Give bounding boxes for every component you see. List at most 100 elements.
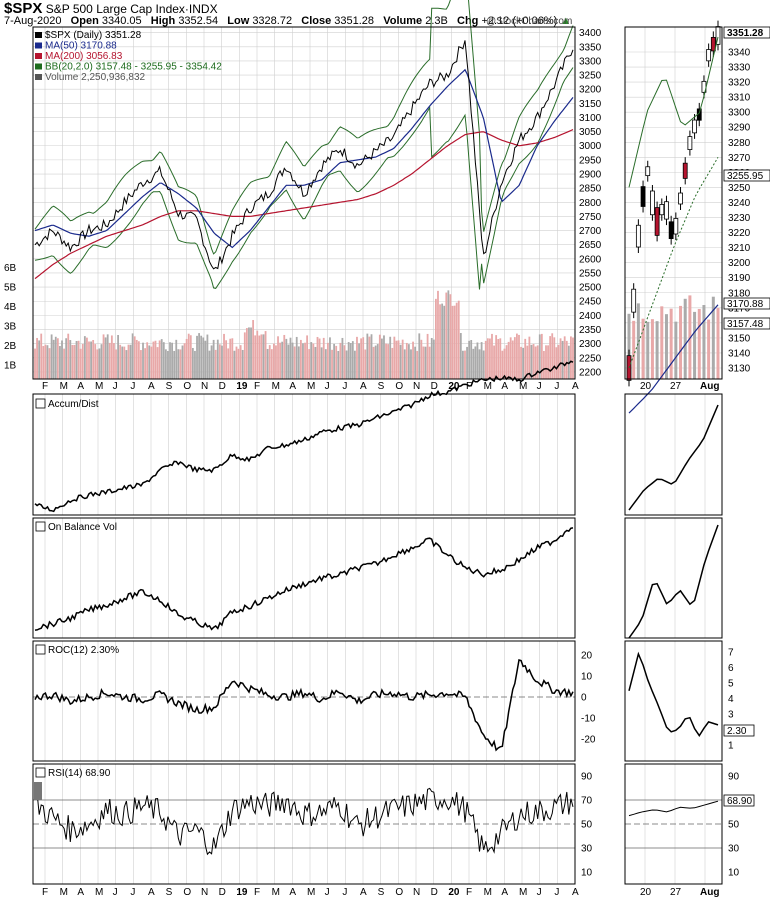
zoom-price-tick-label: 3180 — [728, 288, 751, 299]
rsi-overbought-marker — [34, 782, 42, 800]
panel-settings-icon — [35, 767, 46, 778]
x-axis-month-label: D — [431, 887, 438, 898]
x-axis-month-label: A — [572, 887, 579, 898]
x-axis-month-label: A — [289, 381, 296, 392]
volume-bar — [380, 338, 383, 379]
panel-frame — [32, 517, 576, 639]
price-tick-label: 2250 — [579, 353, 602, 364]
volume-bar — [302, 343, 304, 379]
price-badge — [723, 317, 770, 330]
volume-bar — [356, 336, 358, 379]
volume-bar — [69, 340, 72, 379]
volume-bar — [223, 333, 225, 379]
volume-bar — [71, 344, 74, 379]
zoom-volume-bar — [683, 298, 687, 379]
price-tick-label: 2650 — [579, 240, 602, 251]
x-axis-month-label: M — [519, 887, 527, 898]
legend-swatch — [35, 74, 42, 80]
volume-bar — [322, 337, 325, 379]
change-value: +2.12 (+0.06%) — [481, 15, 558, 27]
volume-bar — [420, 339, 423, 379]
volume-bar — [231, 338, 234, 379]
x-axis-month-label: S — [378, 887, 385, 898]
volume-bar — [516, 333, 518, 379]
volume-bar — [486, 338, 489, 379]
zoom-candle — [706, 49, 712, 62]
volume-bar — [551, 333, 554, 379]
zoom-volume-bar — [632, 320, 636, 379]
zoom-candle — [710, 37, 716, 52]
volume-bar — [117, 335, 119, 379]
volume-bar — [451, 305, 454, 379]
volume-bar — [364, 349, 367, 379]
volume-bar — [491, 333, 493, 379]
zoom-bb-upper — [628, 36, 719, 188]
roc-line — [34, 659, 574, 752]
volume-bar — [538, 334, 541, 379]
zoom-roc-tick-label: 6 — [728, 663, 734, 674]
volume-bar — [572, 337, 574, 379]
volume-bar — [370, 334, 373, 379]
rsi-label: RSI(14) 68.90 — [48, 768, 111, 779]
x-axis-month-label: S — [378, 381, 385, 392]
chart-title: $SPX S&P 500 Large Cap Index·INDX — [4, 0, 218, 17]
price-tick-label: 2700 — [579, 226, 602, 237]
x-axis-month-label: 20 — [448, 887, 460, 898]
volume-bar — [233, 350, 236, 379]
volume-bar — [528, 336, 531, 379]
volume-bar — [432, 339, 435, 379]
volume-bar — [179, 349, 182, 379]
volume-bar — [54, 336, 57, 379]
volume-bar — [374, 345, 377, 379]
volume-bar — [270, 349, 273, 379]
volume-bar — [401, 339, 404, 379]
volume-bar — [283, 334, 286, 379]
volume-bar — [391, 347, 394, 379]
volume-bar — [268, 345, 271, 379]
volume-bar — [210, 345, 213, 379]
volume-bar — [360, 338, 363, 379]
x-axis-month-label: M — [60, 381, 68, 392]
volume-bar — [466, 346, 468, 379]
x-axis-month-label: J — [537, 381, 542, 392]
x-axis-month-label: J — [554, 887, 559, 898]
rsi-tick-label: 70 — [581, 796, 593, 807]
zoom-volume-bar — [646, 321, 650, 379]
volume-bar — [272, 343, 275, 379]
volume-bar — [225, 340, 228, 379]
zoom-price-tick-label: 3240 — [728, 198, 751, 209]
zoom-volume-bar — [707, 319, 711, 379]
price-tick-label: 2400 — [579, 311, 602, 322]
volume-tick-label: 6B — [4, 263, 17, 274]
zoom-volume-bar — [697, 308, 701, 379]
volume-bar — [459, 333, 462, 379]
volume-bar — [218, 344, 221, 379]
volume-bar — [158, 340, 161, 379]
volume-bar — [507, 341, 510, 379]
x-axis-month-label: F — [254, 887, 260, 898]
volume-bar — [339, 342, 342, 379]
volume-tick-label: 3B — [4, 322, 17, 333]
zoom-volume-bar — [627, 313, 631, 379]
accum-dist-line — [34, 360, 574, 513]
volume-bar — [468, 340, 471, 379]
x-axis-month-label: J — [325, 887, 330, 898]
volume-bar — [63, 348, 65, 379]
zoom-candle — [631, 288, 637, 313]
volume-bar — [329, 337, 331, 379]
zoom-roc-tick-label: 7 — [728, 648, 734, 659]
price-tick-label: 2900 — [579, 170, 602, 181]
volume-bar — [67, 333, 70, 379]
volume-bar — [110, 335, 113, 379]
zoom-price-tick-label: 3320 — [728, 78, 751, 89]
volume-bar — [399, 344, 402, 379]
volume-bar — [453, 305, 456, 379]
price-tick-label: 2550 — [579, 268, 602, 279]
volume-bar — [52, 339, 55, 379]
roc-tick-label: -10 — [581, 714, 596, 725]
volume-bar — [304, 342, 306, 379]
x-axis-month-label: M — [484, 887, 492, 898]
x-axis-month-label: M — [307, 381, 315, 392]
bb-upper-line — [34, 0, 574, 255]
price-tick-label: 2500 — [579, 283, 602, 294]
